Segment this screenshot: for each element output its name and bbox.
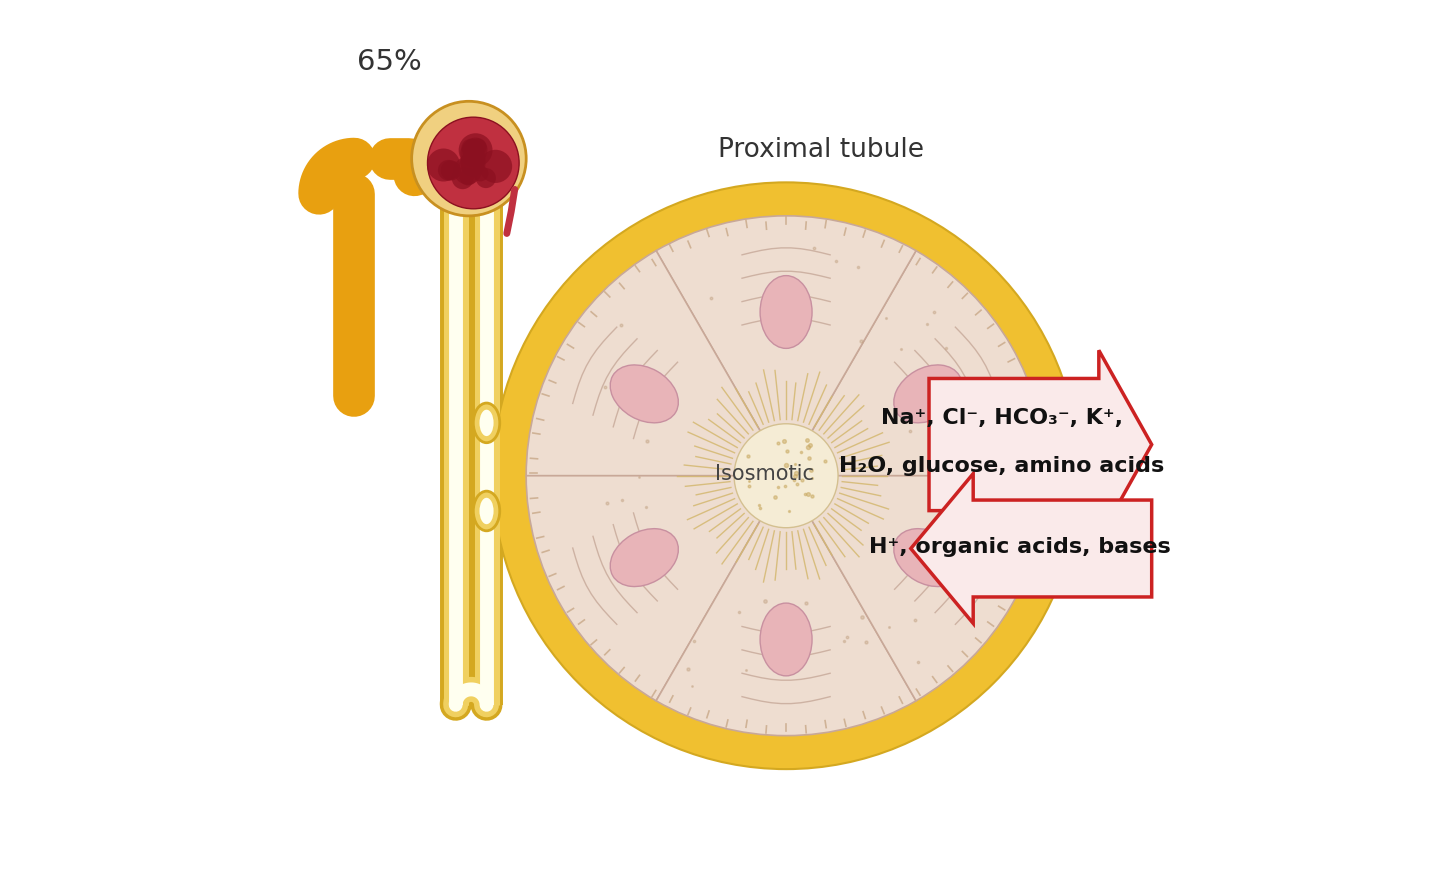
Ellipse shape (474, 403, 500, 442)
Circle shape (454, 156, 482, 185)
Circle shape (462, 139, 482, 159)
Ellipse shape (474, 492, 500, 530)
Circle shape (452, 167, 474, 189)
Circle shape (480, 150, 513, 183)
Circle shape (475, 168, 495, 189)
Ellipse shape (611, 529, 678, 587)
Text: Na⁺, Cl⁻, HCO₃⁻, K⁺,: Na⁺, Cl⁻, HCO₃⁻, K⁺, (881, 408, 1123, 428)
Circle shape (461, 151, 484, 174)
Circle shape (471, 138, 487, 154)
Ellipse shape (760, 276, 812, 348)
Circle shape (464, 137, 488, 161)
Wedge shape (786, 251, 1045, 476)
Circle shape (492, 182, 1080, 769)
Circle shape (478, 185, 495, 203)
Ellipse shape (480, 498, 494, 524)
Text: H₂O, glucose, amino acids: H₂O, glucose, amino acids (840, 455, 1165, 476)
Circle shape (428, 117, 520, 209)
Polygon shape (929, 351, 1152, 539)
Ellipse shape (894, 365, 962, 423)
Circle shape (438, 160, 458, 181)
Circle shape (459, 133, 492, 167)
Circle shape (459, 151, 485, 176)
Circle shape (472, 166, 488, 181)
Ellipse shape (760, 603, 812, 676)
Circle shape (441, 160, 461, 181)
Text: Isosmotic: Isosmotic (714, 464, 814, 484)
Text: H⁺, organic acids, bases: H⁺, organic acids, bases (868, 537, 1171, 557)
Text: 65%: 65% (357, 48, 422, 76)
Ellipse shape (611, 365, 678, 423)
Circle shape (461, 142, 484, 165)
Ellipse shape (894, 529, 962, 587)
Wedge shape (657, 216, 916, 476)
Circle shape (461, 139, 480, 157)
Wedge shape (526, 251, 786, 476)
Circle shape (428, 149, 459, 181)
Polygon shape (912, 474, 1152, 624)
Circle shape (526, 216, 1045, 736)
Text: Proximal tubule: Proximal tubule (719, 137, 924, 163)
Wedge shape (526, 476, 786, 700)
Wedge shape (786, 476, 1045, 700)
Ellipse shape (480, 410, 494, 436)
Circle shape (412, 101, 526, 216)
Circle shape (343, 384, 367, 409)
Circle shape (459, 168, 477, 186)
Circle shape (471, 151, 485, 166)
Wedge shape (657, 476, 916, 736)
Circle shape (734, 424, 838, 528)
